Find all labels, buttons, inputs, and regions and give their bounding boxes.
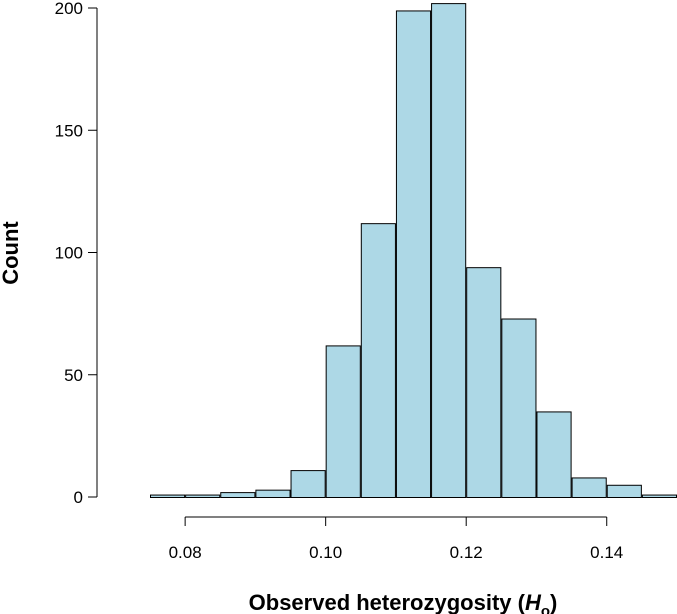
y-tick-label: 100 — [55, 244, 83, 263]
x-axis-title-close: ) — [550, 590, 557, 614]
histogram-bars — [150, 3, 677, 499]
y-tick-label: 150 — [55, 121, 83, 140]
histogram-bar-13 — [606, 484, 642, 498]
histogram-bar-14 — [641, 494, 677, 498]
y-axis: 0 50 100 150 200 — [55, 0, 98, 507]
y-tick-label: 50 — [64, 366, 83, 385]
histogram-bar-8 — [431, 3, 467, 499]
x-tick-label: 0.12 — [450, 543, 483, 562]
x-axis-title-symbol: H — [525, 590, 542, 614]
x-axis: 0.08 0.10 0.12 0.14 — [169, 516, 623, 562]
histogram-bar-0 — [150, 494, 186, 498]
histogram-bar-3 — [255, 489, 291, 499]
histogram-bar-9 — [466, 267, 502, 499]
histogram-bar-4 — [290, 470, 326, 499]
histogram-bar-11 — [536, 411, 572, 498]
histogram-bar-1 — [185, 494, 221, 498]
histogram-bar-6 — [360, 223, 396, 498]
histogram-bar-2 — [220, 492, 256, 498]
histogram-bar-10 — [501, 318, 537, 499]
histogram-bar-7 — [395, 10, 432, 498]
x-axis-title-text: Observed heterozygosity ( — [249, 590, 526, 614]
histogram-bar-12 — [571, 477, 607, 499]
y-tick-label: 0 — [74, 488, 83, 507]
x-tick-label: 0.08 — [169, 543, 202, 562]
y-axis-title: Count — [0, 221, 23, 285]
y-tick-label: 200 — [55, 0, 83, 18]
x-tick-label: 0.14 — [590, 543, 623, 562]
histogram-bar-5 — [325, 345, 361, 498]
x-axis-title: Observed heterozygosity (Ho) — [249, 590, 558, 614]
x-tick-label: 0.10 — [309, 543, 342, 562]
x-axis-title-subscript: o — [541, 603, 550, 614]
